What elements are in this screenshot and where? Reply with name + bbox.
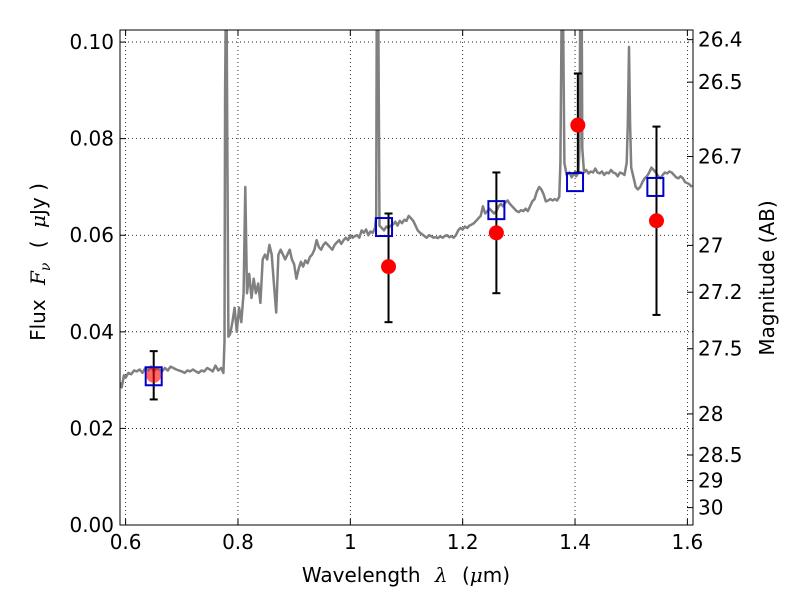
- y2-tick-label: 30: [698, 496, 723, 520]
- x-tick-label: 0.8: [222, 530, 254, 554]
- observed-point: [648, 213, 664, 229]
- observed-point: [381, 259, 397, 275]
- x-axis-title-text: Wavelength: [302, 563, 421, 587]
- y2-tick-label: 26.4: [698, 28, 743, 52]
- y-tick-label: 0.04: [69, 320, 114, 344]
- model-photometry-square: [566, 172, 585, 193]
- x-tick-label: 1: [344, 530, 357, 554]
- y2-tick-label: 28.5: [698, 443, 743, 467]
- observed-point: [570, 117, 586, 133]
- y-axis-subscript: ν: [38, 262, 54, 271]
- y2-axis-title: Magnitude (AB): [755, 200, 779, 355]
- y-tick-label: 0.00: [69, 513, 114, 537]
- y-axis-unit-mu: μ: [26, 215, 50, 228]
- x-axis-unit-rest: m): [483, 563, 510, 587]
- y2-tick-label: 27.2: [698, 280, 743, 304]
- y-axis-title-text: Flux: [26, 299, 50, 341]
- y-axis-title: Flux Fν ( μJy ): [26, 183, 55, 341]
- y-tick-label: 0.10: [69, 30, 114, 54]
- y-axis-unit-rest: Jy ): [26, 183, 50, 217]
- y2-tick-label: 28: [698, 402, 723, 426]
- marker-layer: [144, 117, 665, 387]
- x-tick-label: 0.6: [110, 530, 142, 554]
- y-tick-label: 0.06: [69, 223, 114, 247]
- observed-point: [146, 367, 162, 383]
- y2-tick-label: 29: [698, 469, 723, 493]
- model-photometry-square: [144, 366, 163, 387]
- y2-tick-label: 26.7: [698, 145, 743, 169]
- plot-frame: [119, 29, 694, 526]
- grid-lines: [120, 30, 693, 526]
- spectrum-line: [120, 30, 693, 389]
- model-photometry-square: [375, 217, 394, 238]
- model-photometry-square: [646, 176, 665, 197]
- y-tick-label: 0.02: [69, 416, 114, 440]
- x-tick-label: 1.4: [559, 530, 591, 554]
- y-axis-unit-open: (: [26, 240, 50, 248]
- x-axis-unit-open: (: [462, 563, 470, 587]
- x-axis-title: Wavelength λ (μm): [302, 563, 510, 587]
- model-photometry-square: [487, 200, 506, 221]
- y-tick-label: 0.08: [69, 127, 114, 151]
- observed-point: [488, 225, 504, 241]
- spectrum-layer: [120, 30, 693, 389]
- y2-tick-label: 27.5: [698, 337, 743, 361]
- x-axis-symbol: λ: [434, 563, 448, 587]
- y2-tick-label: 27: [698, 233, 723, 257]
- y2-tick-label: 26.5: [698, 70, 743, 94]
- y-axis-symbol: F: [26, 270, 50, 286]
- tick-layer: 0.6 0.8 1 1.2 1.4 1.6 0.00 0.02 0.04 0.06 0.08 0.10…: [69, 28, 742, 554]
- x-tick-label: 1.6: [671, 530, 703, 554]
- x-axis-unit-mu: μ: [470, 563, 483, 587]
- x-tick-label: 1.2: [447, 530, 479, 554]
